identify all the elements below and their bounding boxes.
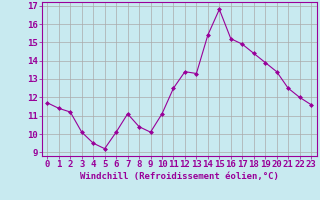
- X-axis label: Windchill (Refroidissement éolien,°C): Windchill (Refroidissement éolien,°C): [80, 172, 279, 181]
